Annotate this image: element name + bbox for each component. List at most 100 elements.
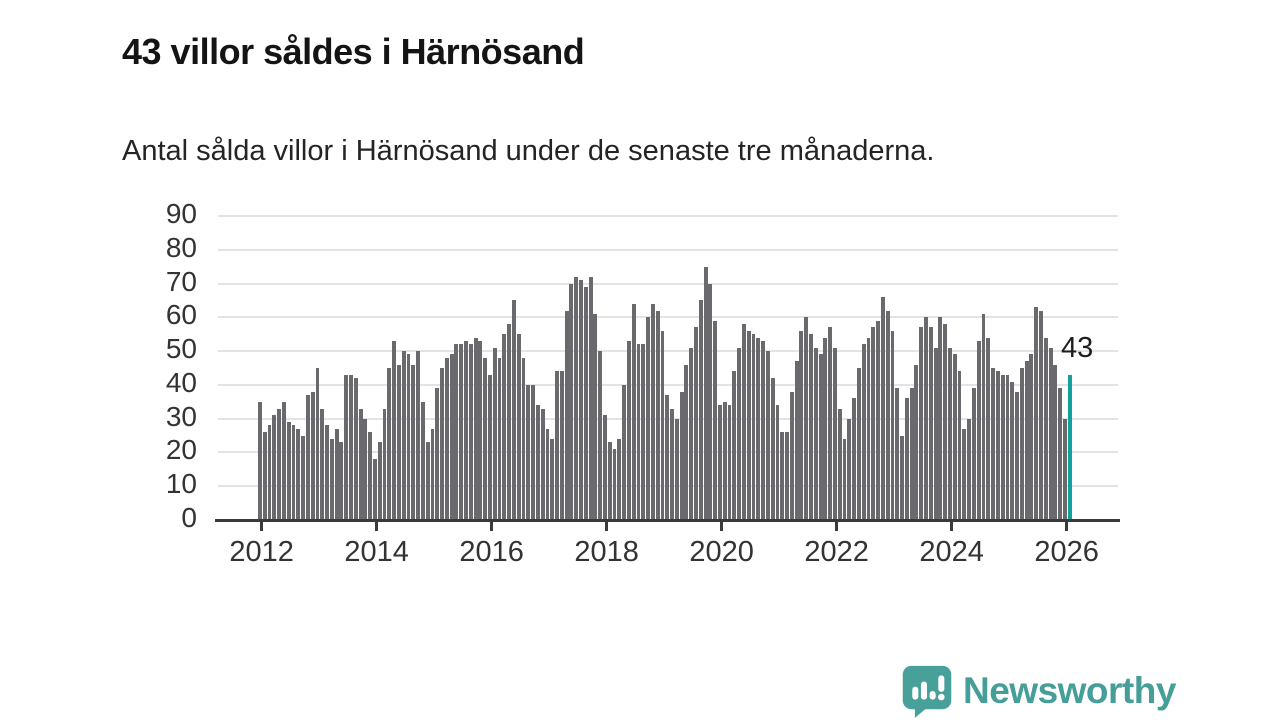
bar [1058,388,1063,520]
bar [631,303,636,520]
bar [272,415,277,520]
bar [967,418,972,520]
bar [789,391,794,520]
bar [799,330,804,520]
bar [334,428,339,520]
bar [286,422,291,520]
y-tick-label: 40 [165,366,197,398]
bar [296,428,301,520]
bar [559,371,564,520]
bar [909,388,914,520]
bar [1048,347,1053,520]
bar [674,418,679,520]
bar [689,347,694,520]
bar [1010,381,1015,520]
bar [449,354,454,520]
highlight-bar [1067,374,1073,520]
x-tick [260,522,264,531]
bar [737,347,742,520]
bar [1053,364,1058,520]
bar [948,347,952,520]
bar [339,442,344,520]
bar [468,344,473,520]
bar [363,418,368,520]
x-axis-line [215,519,1120,522]
bar [1034,307,1039,520]
bar [368,432,373,520]
bar [473,337,478,520]
gridline-50 [218,350,1118,353]
bar [794,361,799,520]
x-tick [835,522,839,531]
bar [531,384,536,520]
bar [641,344,646,520]
bar [991,368,996,520]
bar [660,330,665,520]
bar [986,337,991,520]
bar [933,347,938,520]
bar [550,438,555,520]
bar [828,327,833,520]
bar [617,438,622,520]
bar [593,313,598,520]
bar [995,371,1000,520]
bar [885,310,890,520]
bar [804,317,809,520]
x-tick [605,522,609,531]
bar [1024,361,1029,520]
bar [971,388,976,520]
bar [607,442,612,520]
bar [344,374,349,520]
bar [718,405,722,520]
bar [756,337,761,520]
bar [281,401,286,520]
bar [785,432,789,520]
newsworthy-logo: Newsworthy [901,664,1176,718]
newsworthy-speech-bubble-bar-chart-icon [902,665,952,718]
x-tick-label: 2014 [344,536,409,568]
bar [1005,374,1010,520]
bar [310,391,315,520]
page-title: 43 villor såldes i Härnösand [122,31,585,73]
bar [588,276,593,520]
bar [622,384,627,520]
bar [646,317,651,520]
latest-value-label: 43 [1061,332,1094,364]
bar [952,354,957,520]
bar [770,378,775,520]
bar [679,391,684,520]
bar [305,395,310,520]
bar [981,313,986,520]
bar [488,374,492,520]
x-tick [1065,522,1069,531]
bar [387,368,392,520]
bar [358,408,363,520]
bar [535,405,540,520]
x-tick-label: 2012 [229,536,294,568]
x-tick [490,522,494,531]
bar [684,364,689,520]
y-tick-label: 60 [165,299,197,331]
bar [267,425,272,520]
bar [938,317,943,520]
bar [483,357,488,520]
bar [813,347,818,520]
bar [555,371,559,520]
bar [392,340,397,520]
bar [497,357,502,520]
bar [847,418,852,520]
bar [444,357,449,520]
bar [478,340,483,520]
bar [732,371,737,520]
bar [823,337,828,520]
bar [440,368,444,520]
bar [919,327,924,520]
gridline-60 [218,316,1118,319]
y-tick-label: 90 [165,197,197,229]
y-tick-label: 0 [181,502,197,533]
x-tick-label: 2018 [574,536,639,568]
bar [1063,418,1067,520]
bar [670,408,674,520]
bar [353,378,358,520]
